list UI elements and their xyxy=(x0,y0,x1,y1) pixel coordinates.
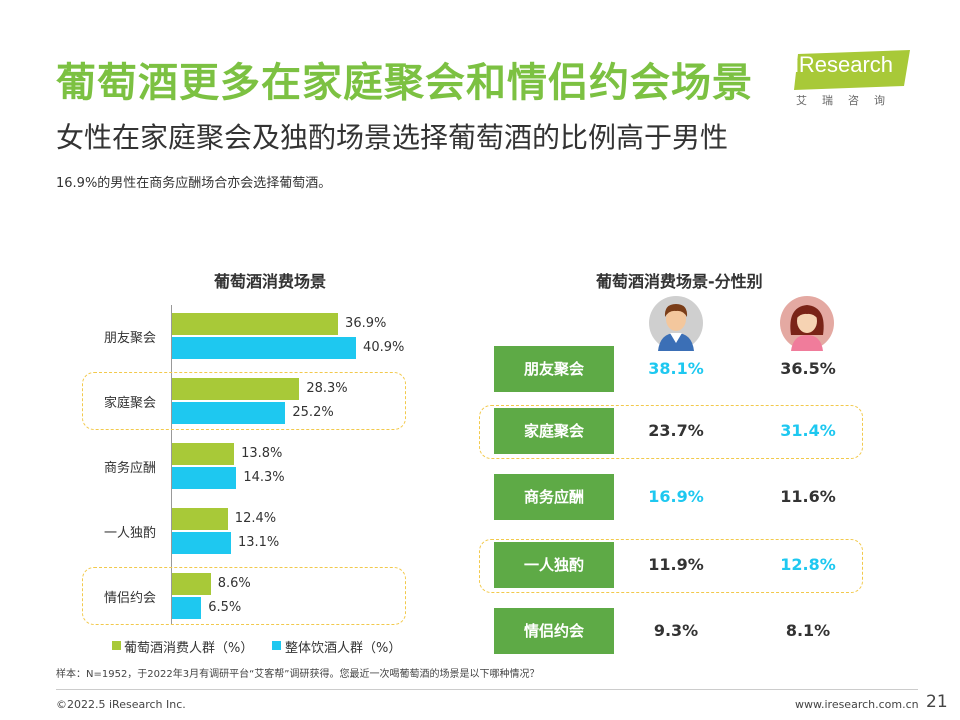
bar xyxy=(172,467,237,489)
scene-label-box: 情侣约会 xyxy=(494,608,614,654)
data-label: 12.4% xyxy=(234,511,277,526)
category-label: 一人独酌 xyxy=(103,526,156,541)
logo-shape xyxy=(794,50,910,90)
page-number: 21 xyxy=(926,692,948,712)
left-chart-axis xyxy=(171,305,172,625)
page-title: 葡萄酒更多在家庭聚会和情侣约会场景 xyxy=(56,60,753,106)
bar xyxy=(172,532,231,554)
scene-label-box: 商务应酬 xyxy=(494,474,614,520)
female-percentage: 31.4% xyxy=(780,421,836,440)
left-bar-chart: 朋友聚会 36.9% 40.9% 家庭聚会 28.3% 25.2% 商务应酬 13.8% 14.… xyxy=(0,0,460,660)
male-percentage: 23.7% xyxy=(648,421,704,440)
male-percentage: 38.1% xyxy=(648,359,704,378)
website-text: www.iresearch.com.cn xyxy=(795,698,919,711)
male-percentage: 11.9% xyxy=(648,555,704,574)
female-percentage: 8.1% xyxy=(785,621,831,640)
female-icon xyxy=(780,296,834,351)
legend-blue-label: 整体饮酒人群（%） xyxy=(285,641,402,656)
category-label: 商务应酬 xyxy=(103,461,156,476)
data-label: 13.8% xyxy=(241,446,283,461)
data-label: 6.5% xyxy=(208,600,242,615)
female-percentage: 36.5% xyxy=(780,359,836,378)
bar xyxy=(172,378,300,400)
scene-label-box: 朋友聚会 xyxy=(494,346,614,392)
highlight-box xyxy=(479,405,863,459)
iresearch-logo: iResearch 艾瑞咨询 xyxy=(794,50,914,110)
data-label: 36.9% xyxy=(345,316,387,331)
bar xyxy=(172,508,228,530)
category-label: 家庭聚会 xyxy=(103,396,156,411)
legend-blue-swatch xyxy=(272,641,281,650)
scene-label-box: 家庭聚会 xyxy=(494,408,614,454)
source-note: 样本：N=1952，于2022年3月有调研平台“艾客帮”调研获得。您最近一次喝葡… xyxy=(56,669,540,680)
female-percentage: 11.6% xyxy=(780,487,836,506)
bar xyxy=(172,402,286,424)
right-chart-title: 葡萄酒消费场景-分性别 xyxy=(596,272,763,291)
male-percentage: 9.3% xyxy=(653,621,699,640)
data-label: 8.6% xyxy=(217,576,251,591)
male-percentage: 16.9% xyxy=(648,487,704,506)
bar xyxy=(172,443,235,465)
scene-label-box: 一人独酌 xyxy=(494,542,614,588)
bar xyxy=(172,313,339,335)
footer-divider xyxy=(56,689,918,690)
logo-sub-text: 艾瑞咨询 xyxy=(796,94,900,107)
category-label: 情侣约会 xyxy=(103,591,156,606)
category-label: 朋友聚会 xyxy=(103,331,156,346)
copyright-text: ©2022.5 iResearch Inc. xyxy=(56,698,186,711)
bar xyxy=(172,573,211,595)
data-label: 28.3% xyxy=(306,381,348,396)
legend-green-label: 葡萄酒消费人群（%） xyxy=(124,641,254,656)
female-percentage: 12.8% xyxy=(780,555,836,574)
data-label: 14.3% xyxy=(243,470,285,485)
page-subtitle: 女性在家庭聚会及独酌场景选择葡萄酒的比例高于男性 xyxy=(56,121,729,154)
highlight-box xyxy=(82,372,406,430)
bar xyxy=(172,597,202,619)
highlight-box xyxy=(82,567,406,625)
bar xyxy=(172,337,357,359)
data-label: 25.2% xyxy=(292,405,334,420)
highlight-box xyxy=(479,539,863,593)
male-icon xyxy=(649,296,703,351)
data-label: 40.9% xyxy=(363,340,405,355)
logo-brand-text: iResearch xyxy=(794,52,894,77)
page-note: 16.9%的男性在商务应酬场合亦会选择葡萄酒。 xyxy=(56,176,332,191)
legend-green-swatch xyxy=(112,641,121,650)
left-chart-title: 葡萄酒消费场景 xyxy=(214,272,327,291)
data-label: 13.1% xyxy=(237,535,280,550)
